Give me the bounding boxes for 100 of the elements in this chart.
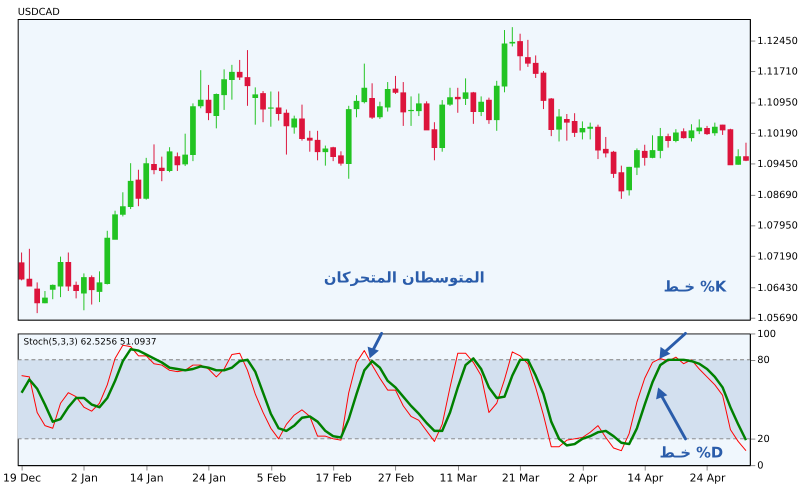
candlestick bbox=[743, 142, 749, 162]
candlestick bbox=[688, 124, 694, 142]
x-tick-label: 17 Feb bbox=[315, 471, 352, 484]
x-tick-label: 21 Mar bbox=[502, 471, 540, 484]
chart-title: USDCAD bbox=[18, 7, 60, 18]
y-tick-label: 100 bbox=[757, 328, 776, 340]
candlestick bbox=[462, 78, 468, 106]
candlestick bbox=[369, 82, 375, 120]
candlestick bbox=[26, 248, 32, 287]
y-tick-label: 1.05690 bbox=[757, 313, 798, 324]
candlestick bbox=[432, 122, 438, 161]
candlestick bbox=[65, 252, 72, 292]
candlestick bbox=[572, 112, 578, 138]
candlestick bbox=[517, 33, 523, 72]
candlestick bbox=[158, 156, 165, 182]
candlestick bbox=[392, 75, 398, 94]
candlestick bbox=[580, 120, 586, 140]
candlestick bbox=[50, 284, 56, 300]
y-tick-label: 1.07950 bbox=[757, 220, 798, 232]
candlestick bbox=[618, 165, 624, 200]
candlestick bbox=[284, 109, 290, 156]
candlestick bbox=[384, 82, 391, 112]
y-tick-label: 1.12450 bbox=[757, 36, 798, 48]
candlestick bbox=[735, 148, 742, 166]
candlestick bbox=[252, 86, 258, 126]
candlestick bbox=[42, 290, 48, 304]
candlestick bbox=[486, 97, 492, 124]
x-tick-label: 2 Apr bbox=[568, 471, 598, 484]
candlestick bbox=[34, 282, 40, 314]
candlestick bbox=[634, 148, 640, 176]
candlestick bbox=[650, 134, 656, 159]
candlestick bbox=[626, 166, 632, 196]
candlestick bbox=[136, 169, 142, 207]
candlestick bbox=[299, 104, 305, 142]
candlestick bbox=[276, 90, 282, 122]
candlestick bbox=[447, 87, 453, 106]
candlestick bbox=[314, 130, 320, 161]
annotation: Stoch(5,3,3) 62.5256 51.0937 bbox=[24, 337, 156, 348]
y-tick-label: 0 bbox=[757, 460, 764, 472]
candlestick bbox=[602, 136, 609, 158]
x-tick-label: 24 Jan bbox=[192, 471, 226, 484]
candlestick bbox=[680, 128, 687, 140]
candlestick bbox=[58, 256, 64, 298]
candlestick bbox=[73, 281, 79, 299]
candlestick bbox=[696, 118, 702, 135]
x-tick-label: 24 Apr bbox=[690, 471, 726, 484]
candlestick bbox=[206, 84, 212, 121]
candlestick bbox=[236, 59, 243, 80]
candlestick bbox=[18, 252, 24, 281]
x-tick-label: 19 Dec bbox=[3, 471, 42, 484]
annotation: المتوسطان المتحركان bbox=[324, 270, 485, 287]
candlestick bbox=[673, 128, 679, 143]
x-tick-label: 5 Feb bbox=[256, 471, 286, 484]
candlestick bbox=[642, 144, 648, 166]
annotation: خـط %D bbox=[660, 444, 724, 462]
candlestick bbox=[182, 133, 188, 167]
y-tick-label: 1.10950 bbox=[757, 98, 798, 109]
candlestick bbox=[260, 90, 266, 123]
y-tick-label: 1.07190 bbox=[757, 252, 798, 263]
candlestick bbox=[322, 145, 328, 166]
candlestick bbox=[229, 64, 235, 100]
candlestick bbox=[509, 26, 516, 47]
candlestick bbox=[478, 96, 484, 117]
y-tick-label: 20 bbox=[757, 434, 770, 446]
candlestick bbox=[330, 146, 336, 162]
candlestick bbox=[525, 39, 531, 68]
x-tick-label: 27 Feb bbox=[378, 471, 414, 484]
candlestick bbox=[665, 133, 671, 148]
x-tick-label: 11 Mar bbox=[440, 471, 478, 484]
x-tick-label: 14 Apr bbox=[627, 471, 664, 484]
candlestick bbox=[408, 96, 414, 126]
candlestick bbox=[88, 274, 95, 306]
candlestick bbox=[377, 101, 383, 120]
candlestick bbox=[244, 50, 250, 106]
y-tick-label: 1.10190 bbox=[757, 128, 798, 140]
annotation: خـط %K bbox=[664, 278, 727, 296]
y-tick-label: 80 bbox=[757, 355, 770, 366]
candlestick bbox=[556, 108, 562, 142]
y-tick-label: 1.11710 bbox=[757, 66, 798, 78]
candlestick bbox=[120, 192, 126, 217]
candlestick bbox=[712, 122, 718, 136]
candlestick bbox=[361, 63, 368, 104]
candlestick bbox=[532, 54, 539, 78]
candlestick bbox=[198, 70, 204, 109]
candlestick bbox=[657, 127, 664, 159]
candlestick bbox=[704, 125, 710, 136]
candlestick bbox=[96, 270, 102, 303]
candlestick bbox=[213, 93, 220, 129]
candlestick bbox=[81, 272, 87, 311]
candlestick bbox=[720, 124, 726, 136]
y-tick-label: 1.06430 bbox=[757, 282, 798, 294]
y-tick-label: 1.09450 bbox=[757, 159, 798, 170]
candlestick bbox=[587, 122, 594, 140]
candlestick bbox=[174, 152, 180, 172]
candlestick bbox=[338, 150, 344, 166]
candlestick bbox=[151, 144, 157, 175]
candlestick bbox=[166, 146, 172, 173]
candlestick bbox=[416, 93, 422, 117]
candlestick bbox=[291, 115, 298, 134]
candlestick bbox=[221, 68, 227, 110]
